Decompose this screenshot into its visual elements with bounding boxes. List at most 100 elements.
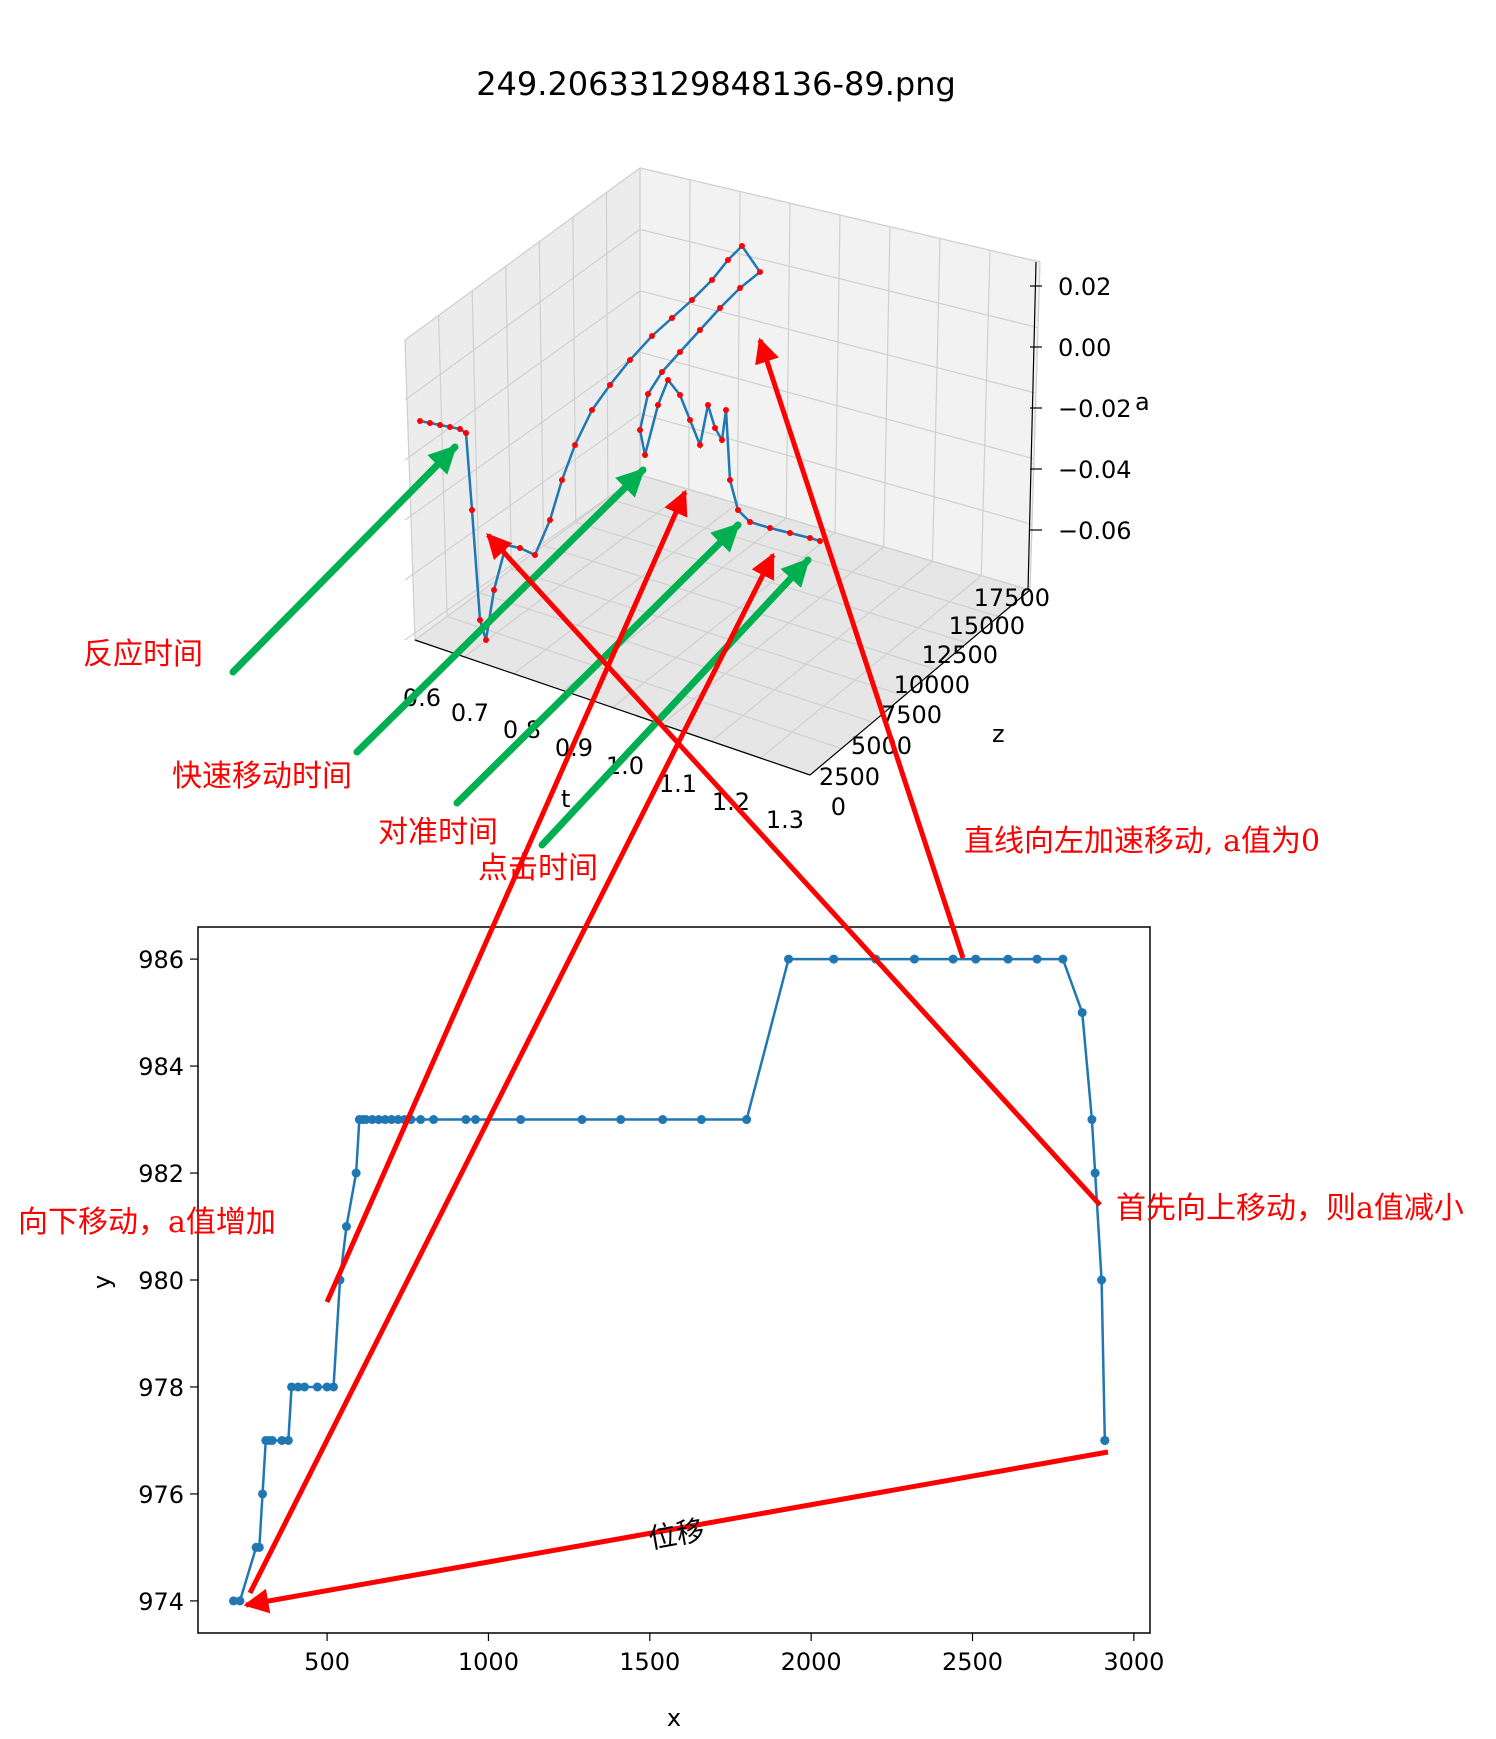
x-tick-label: 1500: [619, 1648, 680, 1676]
data-point: [948, 954, 958, 964]
z-tick-label: 10000: [894, 671, 970, 699]
data-point: [293, 1382, 303, 1392]
data-point: [1087, 1115, 1097, 1125]
x-tick-label: 2000: [781, 1648, 842, 1676]
trajectory-3d-point: [469, 507, 475, 513]
data-point: [312, 1382, 322, 1392]
annotation-fast-move-time: 快速移动时间: [172, 759, 352, 794]
trajectory-3d-point: [677, 392, 683, 398]
trajectory-3d-point: [735, 507, 741, 513]
data-point: [971, 954, 981, 964]
data-point: [329, 1382, 339, 1392]
data-point: [380, 1115, 390, 1125]
data-point: [429, 1115, 439, 1125]
data-point: [1032, 954, 1042, 964]
grid-line: [572, 217, 577, 523]
x-tick-label: 3000: [1103, 1648, 1164, 1676]
data-point: [516, 1115, 526, 1125]
trajectory-3d-point: [739, 243, 745, 249]
z-tick-label: 7500: [881, 701, 942, 729]
trajectory-3d-point: [532, 552, 538, 558]
data-point: [909, 954, 919, 964]
data-point: [471, 1115, 481, 1125]
grid-line: [785, 203, 791, 519]
data-point: [267, 1435, 277, 1445]
grid-line: [464, 488, 690, 658]
plot-3d: 0.02 0.00 −0.02 −0.04 −0.06 0.60.70.80.91.01…: [403, 167, 1150, 834]
grid-line: [834, 214, 841, 533]
annotation-reaction-time: 反应时间: [83, 637, 203, 672]
data-point: [829, 954, 839, 964]
x-axis-label: x: [667, 1704, 681, 1732]
z-tick-label: 12500: [922, 641, 998, 669]
grid-line: [639, 351, 1035, 460]
annotation-straight-left: 直线向左加速移动, a值为0: [964, 824, 1320, 859]
y-axis-ticks: 974 976 978 980 982 984 986: [138, 946, 198, 1616]
data-point: [277, 1435, 287, 1445]
x-axis-ticks: 500 1000 1500 2000 2500 3000: [304, 1633, 1164, 1676]
data-point: [616, 1115, 626, 1125]
trajectory-3d-point: [627, 357, 633, 363]
grid-line: [605, 192, 609, 499]
trajectory-3d-point: [712, 425, 718, 431]
data-point: [341, 1222, 351, 1232]
trajectory-3d-point: [503, 542, 509, 548]
grid-line: [639, 167, 1041, 263]
data-point: [1003, 954, 1013, 964]
a-tick-label: −0.04: [1058, 456, 1132, 484]
grid-line: [505, 266, 513, 570]
data-point: [577, 1115, 587, 1125]
x-tick-label: 1000: [458, 1648, 519, 1676]
trajectory-3d-point: [669, 315, 675, 321]
grid-line: [404, 167, 641, 341]
t-tick-label: 1.1: [659, 770, 697, 798]
data-point: [461, 1115, 471, 1125]
arrow-straight-left: [755, 337, 966, 959]
trajectory-3d-point: [687, 417, 693, 423]
data-point: [258, 1489, 268, 1499]
data-point: [287, 1382, 297, 1392]
grid-line: [639, 228, 1039, 329]
grid-line: [471, 290, 480, 593]
trajectory-3d-point: [705, 402, 711, 408]
data-point: [393, 1115, 403, 1125]
x-tick-label: 2500: [942, 1648, 1003, 1676]
grid-line: [931, 238, 941, 562]
data-point: [283, 1435, 293, 1445]
data-point: [235, 1596, 245, 1606]
grid-line: [404, 474, 641, 641]
trajectory-3d-point: [717, 305, 723, 311]
grid-line: [513, 503, 738, 675]
plot-2d: 500 1000 1500 2000 2500 3000 9749769789809829…: [88, 926, 1164, 1732]
data-point: [658, 1115, 668, 1125]
grid-line: [404, 290, 641, 461]
trajectory-3d-point: [491, 587, 497, 593]
grid-line: [639, 413, 1033, 525]
y-tick-label: 978: [138, 1374, 184, 1402]
z-tick-label: 17500: [974, 584, 1050, 612]
annotation-move-down: 向下移动，a值增加: [18, 1205, 276, 1240]
grid-line: [883, 226, 891, 547]
trajectory-3d-point: [637, 427, 643, 433]
data-point: [784, 954, 794, 964]
trajectory-3d-point: [719, 437, 725, 443]
trajectory-3d: [417, 243, 823, 643]
z-tick-label: 0: [831, 793, 846, 821]
trajectory-3d-point: [767, 525, 773, 531]
trajectory-3d-point: [427, 420, 433, 426]
trajectory-3d-point: [659, 369, 665, 375]
grid-line: [538, 241, 545, 546]
trajectory-3d-point: [817, 538, 823, 544]
z-tick-label: 15000: [949, 612, 1025, 640]
a-tick-label: 0.00: [1058, 334, 1111, 362]
arrow-move-down-1: [324, 489, 688, 1304]
t-axis-ticks: 0.60.70.80.91.01.11.21.3: [403, 684, 804, 834]
y-tick-label: 982: [138, 1160, 184, 1188]
arrow-move-down-2: [247, 552, 776, 1595]
trajectory-3d-point: [727, 477, 733, 483]
grid-line: [688, 179, 691, 490]
t-axis-label: t: [561, 785, 570, 813]
arrow-reaction: [229, 443, 459, 676]
trajectory-3d-point: [787, 530, 793, 536]
